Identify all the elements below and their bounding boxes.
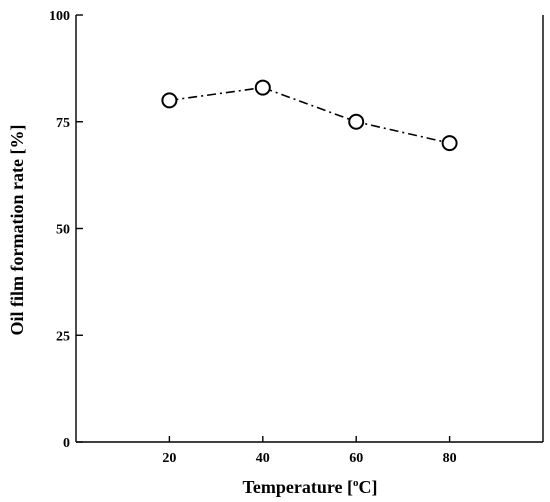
series-group <box>161 79 458 152</box>
plot-frame <box>75 15 544 443</box>
y-tick-label: 50 <box>56 223 70 238</box>
data-point-marker <box>254 79 271 96</box>
y-axis-ticks: 0 25 50 75 100 <box>49 9 83 451</box>
y-tick-label: 0 <box>63 436 70 451</box>
x-tick-label: 40 <box>256 451 270 466</box>
data-point-marker <box>348 113 365 130</box>
x-axis-ticks: 20 40 60 80 <box>162 436 457 466</box>
x-axis-title: Temperature [oC] <box>243 477 378 497</box>
y-tick-label: 100 <box>49 9 70 24</box>
data-point-marker <box>161 92 178 109</box>
y-axis-title: Oil film formation rate [%] <box>7 125 27 336</box>
y-tick-label: 75 <box>56 116 70 131</box>
series-line <box>169 86 450 144</box>
x-tick-label: 60 <box>349 451 363 466</box>
data-point-marker <box>441 135 458 152</box>
x-tick-label: 80 <box>443 451 457 466</box>
x-tick-label: 20 <box>162 451 176 466</box>
y-tick-label: 25 <box>56 329 70 344</box>
